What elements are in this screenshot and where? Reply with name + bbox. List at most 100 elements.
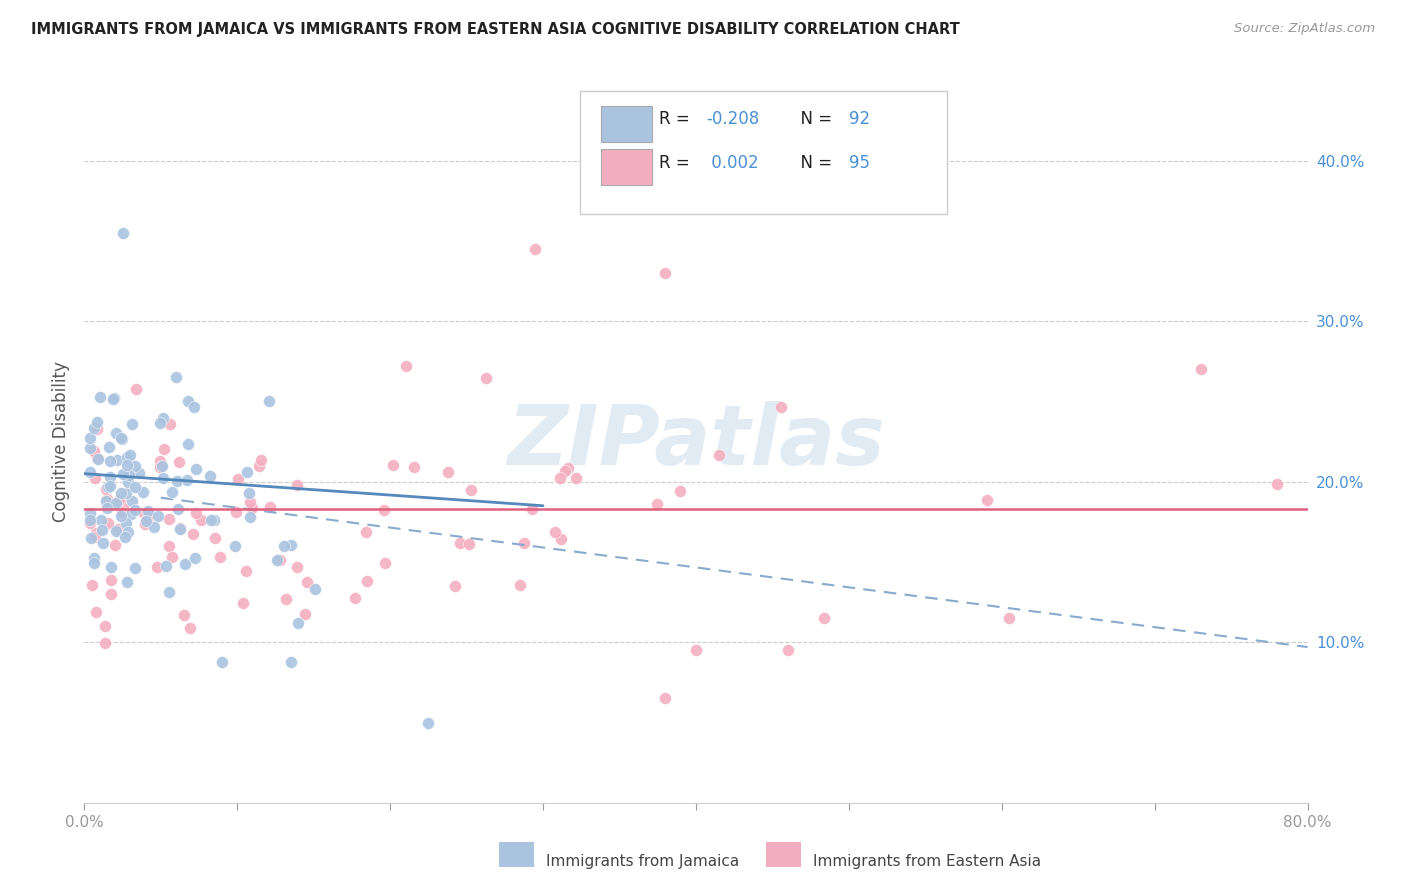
Point	[107, 522, 129, 536]
Point	[235, 564, 257, 578]
Point	[100, 560, 122, 574]
Point	[152, 470, 174, 484]
Point	[654, 691, 676, 706]
Point	[269, 553, 291, 567]
Point	[132, 506, 155, 520]
Point	[98, 454, 121, 468]
Point	[225, 505, 247, 519]
Point	[91, 536, 114, 550]
Point	[132, 484, 155, 499]
Point	[280, 538, 302, 552]
Point	[83, 444, 105, 458]
Point	[250, 452, 273, 467]
Point	[79, 516, 101, 530]
Point	[458, 537, 481, 551]
Point	[273, 539, 295, 553]
Text: 0.002: 0.002	[706, 154, 758, 172]
Point	[79, 465, 101, 479]
Point	[976, 493, 998, 508]
Point	[645, 497, 668, 511]
Point	[152, 411, 174, 425]
Point	[1189, 362, 1212, 376]
Point	[449, 536, 471, 550]
Point	[105, 496, 128, 510]
Point	[83, 530, 105, 544]
Point	[176, 473, 198, 487]
Point	[998, 611, 1021, 625]
Point	[162, 549, 184, 564]
Point	[114, 485, 136, 500]
Point	[166, 474, 188, 488]
Text: N =: N =	[790, 110, 838, 128]
Point	[105, 453, 128, 467]
Point	[135, 514, 157, 528]
Point	[110, 508, 132, 523]
Point	[120, 448, 142, 462]
Point	[136, 504, 159, 518]
Point	[287, 615, 309, 630]
Point	[103, 392, 125, 407]
Point	[524, 242, 547, 256]
Point	[118, 467, 141, 482]
Point	[104, 426, 127, 441]
Point	[232, 596, 254, 610]
Point	[707, 448, 730, 462]
Point	[548, 471, 571, 485]
Text: N =: N =	[790, 154, 838, 172]
Point	[121, 417, 143, 432]
Text: R =: R =	[659, 154, 700, 172]
Point	[239, 510, 262, 524]
Point	[247, 459, 270, 474]
Point	[239, 495, 262, 509]
Point	[181, 526, 204, 541]
Point	[520, 502, 543, 516]
Point	[177, 394, 200, 409]
Point	[124, 459, 146, 474]
Point	[240, 501, 263, 516]
Text: -0.208: -0.208	[706, 110, 759, 128]
Point	[159, 417, 181, 432]
Point	[550, 533, 572, 547]
Point	[94, 618, 117, 632]
Text: 92: 92	[849, 110, 870, 128]
Point	[149, 453, 172, 467]
Point	[381, 458, 404, 472]
Point	[115, 516, 138, 530]
Point	[418, 715, 440, 730]
Point	[402, 460, 425, 475]
Point	[115, 458, 138, 473]
Point	[117, 525, 139, 540]
Point	[111, 505, 134, 519]
Point	[146, 508, 169, 523]
Point	[554, 464, 576, 478]
Point	[266, 553, 288, 567]
Point	[184, 506, 207, 520]
Point	[285, 478, 308, 492]
Point	[80, 578, 103, 592]
Point	[111, 433, 134, 447]
Point	[166, 502, 188, 516]
Point	[285, 560, 308, 574]
Point	[117, 475, 139, 489]
Point	[813, 611, 835, 625]
Point	[100, 573, 122, 587]
Point	[304, 582, 326, 597]
Point	[125, 382, 148, 396]
Point	[149, 460, 172, 475]
Point	[149, 416, 172, 430]
Point	[174, 558, 197, 572]
Point	[111, 467, 134, 482]
Text: 95: 95	[849, 154, 870, 172]
Point	[202, 513, 225, 527]
Point	[169, 521, 191, 535]
Point	[160, 484, 183, 499]
Point	[115, 575, 138, 590]
FancyBboxPatch shape	[600, 149, 652, 185]
Point	[198, 469, 221, 483]
FancyBboxPatch shape	[579, 91, 946, 214]
Point	[157, 512, 180, 526]
Point	[344, 591, 367, 606]
Point	[685, 643, 707, 657]
Point	[146, 559, 169, 574]
Point	[238, 486, 260, 500]
